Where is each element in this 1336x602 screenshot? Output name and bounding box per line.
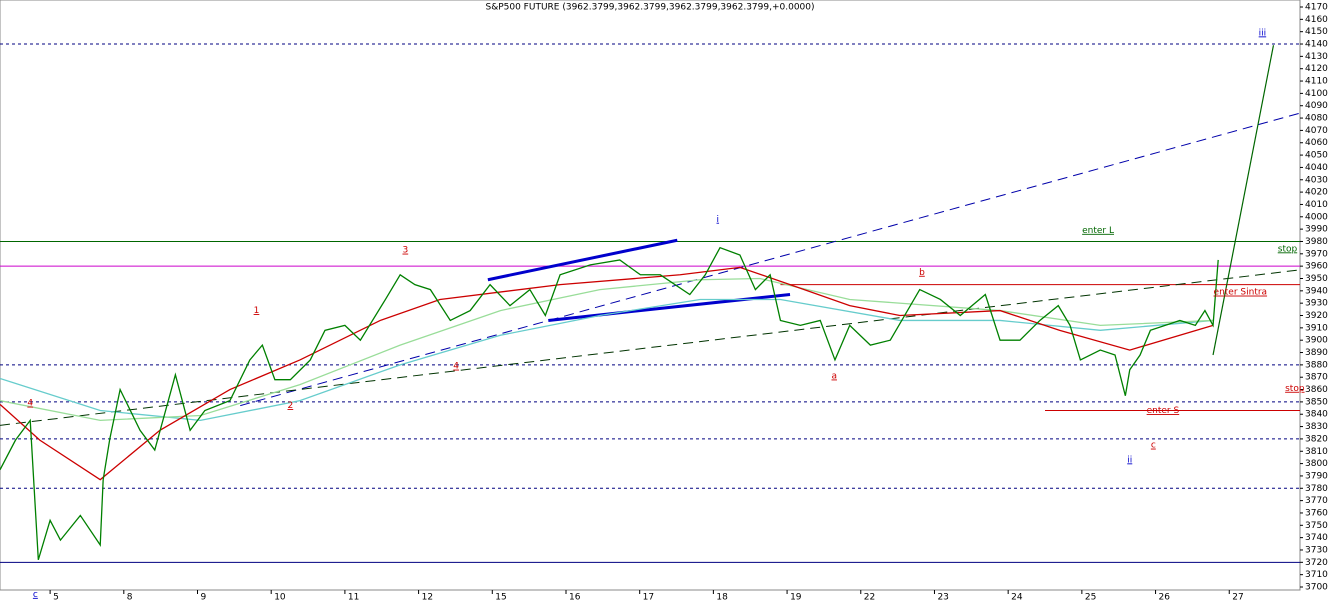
y-tick-label: 3930 <box>1305 299 1328 309</box>
x-tick-label: 18 <box>716 593 728 602</box>
x-tick-label: 22 <box>864 593 875 602</box>
y-tick-label: 3770 <box>1305 496 1328 506</box>
x-tick-label: 17 <box>643 593 654 602</box>
x-tick-label: 8 <box>127 593 133 602</box>
x-tick-label: 19 <box>790 593 802 602</box>
y-tick-label: 3940 <box>1305 286 1328 296</box>
y-tick-label: 4010 <box>1305 200 1328 210</box>
y-tick-label: 3760 <box>1305 508 1328 518</box>
annotation: 1 <box>254 306 260 316</box>
y-tick-label: 3780 <box>1305 484 1328 494</box>
y-tick-label: 4160 <box>1305 15 1328 25</box>
y-tick-label: 4060 <box>1305 138 1328 148</box>
x-tick-label: 25 <box>1085 593 1096 602</box>
y-tick-label: 4170 <box>1305 3 1328 13</box>
series-line <box>0 266 1214 481</box>
annotation: b <box>919 268 925 278</box>
y-tick-label: 3750 <box>1305 521 1328 531</box>
y-tick-label: 4120 <box>1305 64 1328 74</box>
y-tick-label: 4050 <box>1305 151 1328 161</box>
x-tick-label: 27 <box>1232 593 1243 602</box>
annotation: a <box>831 371 837 381</box>
annotation: 4 <box>453 362 459 372</box>
x-tick-label: 24 <box>1011 593 1023 602</box>
trend-line <box>1212 45 1275 356</box>
x-tick-label: 12 <box>422 593 433 602</box>
y-tick-label: 3700 <box>1305 583 1328 593</box>
y-tick-label: 3840 <box>1305 410 1328 420</box>
annotation: c <box>1151 441 1156 451</box>
series-line <box>0 298 1214 422</box>
annotation: i <box>717 215 720 225</box>
x-tick-label: 23 <box>937 593 948 602</box>
y-tick-label: 4070 <box>1305 126 1328 136</box>
y-tick-label: 3830 <box>1305 422 1328 432</box>
x-tick-label: 10 <box>274 593 286 602</box>
annotation: ii <box>1127 455 1132 465</box>
y-tick-label: 4150 <box>1305 27 1328 37</box>
annotation: 2 <box>287 401 293 411</box>
y-tick-label: 4110 <box>1305 77 1328 87</box>
trend-line <box>0 269 1301 426</box>
annotation: iii <box>1259 28 1267 38</box>
annotation: c <box>33 590 38 600</box>
annotation: enter Sintra <box>1214 288 1268 298</box>
y-tick-label: 3910 <box>1305 323 1328 333</box>
annotation: stop <box>1285 384 1305 394</box>
annotation: stop <box>1278 244 1298 254</box>
x-tick-label: 16 <box>569 593 581 602</box>
y-tick-label: 4040 <box>1305 163 1328 173</box>
x-tick-label: 26 <box>1159 593 1171 602</box>
trend-line <box>487 238 678 282</box>
y-tick-label: 3890 <box>1305 348 1328 358</box>
x-tick-label: 5 <box>53 593 59 602</box>
y-tick-label: 3970 <box>1305 249 1328 259</box>
y-tick-label: 4030 <box>1305 175 1328 185</box>
y-tick-label: 3800 <box>1305 459 1328 469</box>
y-tick-label: 4100 <box>1305 89 1328 99</box>
trend-line <box>240 112 1301 407</box>
y-tick-label: 4080 <box>1305 114 1328 124</box>
annotation: 4 <box>27 399 33 409</box>
y-tick-label: 4020 <box>1305 188 1328 198</box>
y-tick-label: 3820 <box>1305 434 1328 444</box>
y-tick-label: 3990 <box>1305 225 1328 235</box>
y-tick-label: 3980 <box>1305 237 1328 247</box>
chart-title: S&P500 FUTURE (3962.3799,3962.3799,3962.… <box>485 3 814 13</box>
y-tick-label: 3730 <box>1305 545 1328 555</box>
annotation: 3 <box>402 246 408 256</box>
y-tick-label: 3950 <box>1305 274 1328 284</box>
series-line <box>0 246 1219 561</box>
annotation: enter S <box>1147 406 1180 416</box>
y-tick-label: 3850 <box>1305 397 1328 407</box>
y-tick-label: 3920 <box>1305 311 1328 321</box>
y-tick-label: 4000 <box>1305 212 1328 222</box>
x-tick-label: 15 <box>495 593 506 602</box>
y-tick-label: 3880 <box>1305 360 1328 370</box>
y-tick-label: 4130 <box>1305 52 1328 62</box>
annotation: enter L <box>1082 226 1114 236</box>
y-tick-label: 3710 <box>1305 570 1328 580</box>
y-tick-label: 3860 <box>1305 385 1328 395</box>
y-tick-label: 3900 <box>1305 336 1328 346</box>
y-tick-label: 3810 <box>1305 447 1328 457</box>
x-tick-label: 9 <box>201 593 207 602</box>
y-tick-label: 3790 <box>1305 471 1328 481</box>
y-tick-label: 4090 <box>1305 101 1328 111</box>
y-tick-label: 4140 <box>1305 40 1328 50</box>
y-tick-label: 3740 <box>1305 533 1328 543</box>
x-tick-label: 11 <box>348 593 359 602</box>
y-tick-label: 3870 <box>1305 373 1328 383</box>
y-tick-label: 3960 <box>1305 262 1328 272</box>
y-tick-label: 3720 <box>1305 558 1328 568</box>
plot-frame <box>0 0 1301 591</box>
